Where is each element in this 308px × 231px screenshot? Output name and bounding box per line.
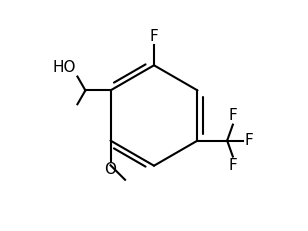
Text: F: F (229, 109, 237, 124)
Text: HO: HO (53, 61, 76, 75)
Text: O: O (104, 162, 116, 177)
Text: F: F (150, 29, 158, 44)
Text: F: F (229, 158, 237, 173)
Text: F: F (244, 133, 253, 148)
